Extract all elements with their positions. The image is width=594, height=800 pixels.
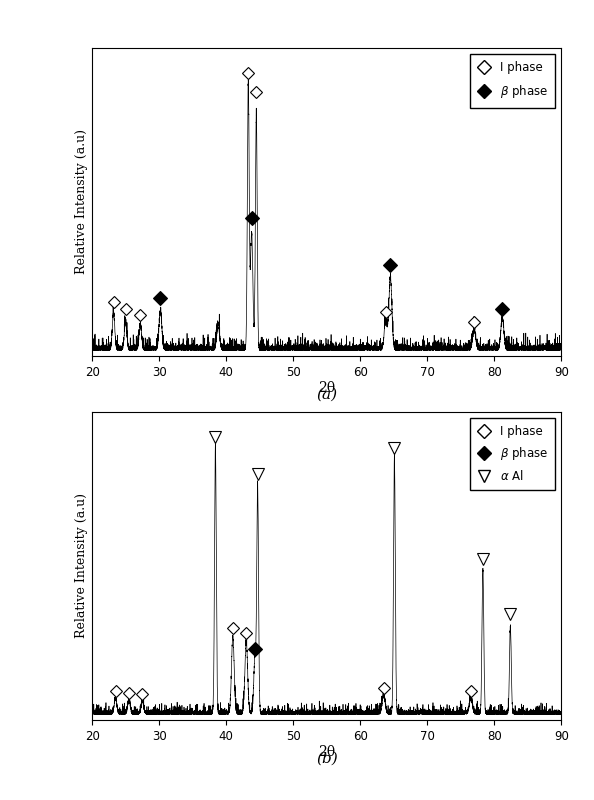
Y-axis label: Relative Intensity (a.u): Relative Intensity (a.u) <box>75 130 88 274</box>
X-axis label: 2θ: 2θ <box>318 382 335 395</box>
Legend: I phase, $\beta$ phase: I phase, $\beta$ phase <box>470 54 555 107</box>
Text: (a): (a) <box>316 388 337 402</box>
Legend: I phase, $\beta$ phase, $\alpha$ Al: I phase, $\beta$ phase, $\alpha$ Al <box>470 418 555 490</box>
Y-axis label: Relative Intensity (a.u): Relative Intensity (a.u) <box>75 494 88 638</box>
Text: (b): (b) <box>316 752 337 766</box>
X-axis label: 2θ: 2θ <box>318 746 335 759</box>
